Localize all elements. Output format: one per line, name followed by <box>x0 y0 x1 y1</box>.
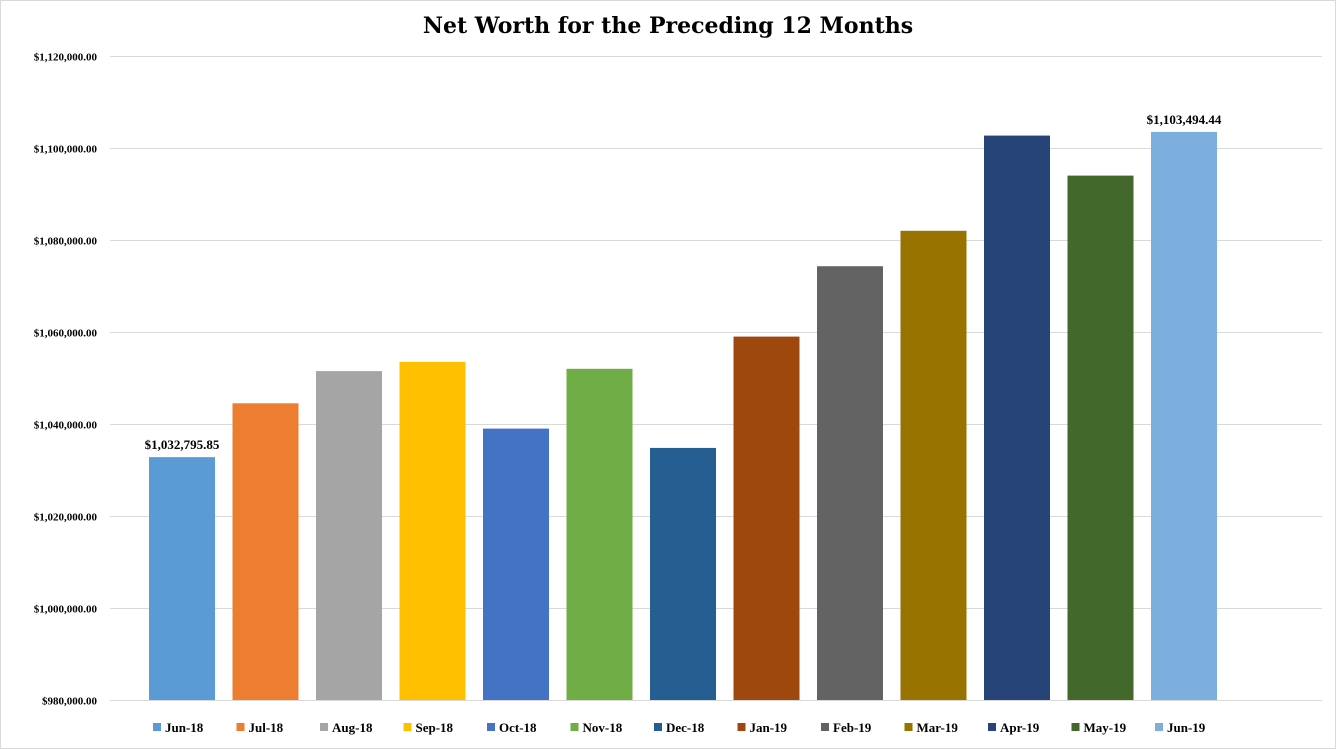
y-tick-label: $1,020,000.00 <box>34 512 98 524</box>
legend-swatch <box>737 723 746 731</box>
legend-label: Mar-19 <box>917 720 959 735</box>
bar-sep-18 <box>399 361 466 700</box>
y-tick-label: $1,100,000.00 <box>34 144 98 156</box>
chart-title: Net Worth for the Preceding 12 Months <box>423 13 913 39</box>
y-axis-tick-labels: $980,000.00 $1,000,000.00 $1,020,000.00 $1,… <box>34 52 98 708</box>
legend-swatch <box>988 723 996 731</box>
bars <box>149 131 1217 701</box>
bar-feb-19 <box>817 266 883 700</box>
legend-swatch <box>153 723 161 731</box>
legend-item: Mar-19 <box>904 720 959 735</box>
y-tick-label: $1,000,000.00 <box>34 604 98 616</box>
legend-item: Dec-18 <box>654 720 705 735</box>
legend-item: Aug-18 <box>320 720 373 735</box>
legend-item: May-19 <box>1071 720 1127 735</box>
legend-item: Jan-19 <box>737 720 788 735</box>
legend-item: Jun-18 <box>153 720 204 735</box>
legend-item: Nov-18 <box>570 720 623 735</box>
legend-label: Apr-19 <box>1000 720 1040 735</box>
bar-oct-18 <box>483 428 549 700</box>
legend-swatch <box>403 723 412 731</box>
legend-label: Sep-18 <box>416 720 454 735</box>
data-label: $1,103,494.44 <box>1147 112 1222 127</box>
bar-apr-19 <box>984 135 1050 700</box>
legend-swatch <box>320 723 328 731</box>
legend-label: Nov-18 <box>583 720 623 735</box>
legend-item: Jun-19 <box>1155 720 1206 735</box>
y-tick-label: $1,040,000.00 <box>34 420 98 432</box>
y-tick-label: $1,060,000.00 <box>34 328 98 340</box>
data-label: $1,032,795.85 <box>145 437 220 452</box>
data-labels: $1,032,795.85 $1,103,494.44 <box>145 112 1222 452</box>
y-tick-label: $1,120,000.00 <box>34 52 98 64</box>
y-tick-label: $1,080,000.00 <box>34 236 98 248</box>
legend-item: Oct-18 <box>487 720 537 735</box>
legend-swatch <box>236 723 245 731</box>
bar-jun-19 <box>1151 131 1217 700</box>
legend-item: Apr-19 <box>988 720 1040 735</box>
legend-swatch <box>570 723 579 731</box>
legend-label: Jan-19 <box>750 720 788 735</box>
bar-jul-18 <box>232 403 299 700</box>
bar-nov-18 <box>566 368 633 700</box>
legend-label: Jul-18 <box>249 720 284 735</box>
legend-swatch <box>1071 723 1080 731</box>
legend-swatch <box>1155 723 1163 731</box>
bar-aug-18 <box>316 371 382 700</box>
legend: Jun-18 Jul-18 Aug-18 Sep-18 Oct-18 Nov-18 Dec-… <box>153 720 1206 735</box>
y-tick-label: $980,000.00 <box>42 696 98 708</box>
legend-item: Jul-18 <box>236 720 284 735</box>
bar-dec-18 <box>650 447 716 700</box>
legend-item: Feb-19 <box>821 720 872 735</box>
legend-swatch <box>821 723 829 731</box>
legend-label: May-19 <box>1084 720 1127 735</box>
legend-label: Dec-18 <box>666 720 705 735</box>
bar-mar-19 <box>900 230 967 701</box>
legend-swatch <box>487 723 495 731</box>
legend-label: Jun-19 <box>1167 720 1206 735</box>
legend-swatch <box>654 723 662 731</box>
legend-label: Oct-18 <box>499 720 537 735</box>
legend-swatch <box>904 723 913 731</box>
bar-jun-18 <box>149 457 215 700</box>
legend-label: Aug-18 <box>332 720 373 735</box>
legend-item: Sep-18 <box>403 720 454 735</box>
bar-jan-19 <box>733 336 800 700</box>
legend-label: Feb-19 <box>833 720 872 735</box>
bar-may-19 <box>1067 175 1134 701</box>
legend-label: Jun-18 <box>165 720 204 735</box>
